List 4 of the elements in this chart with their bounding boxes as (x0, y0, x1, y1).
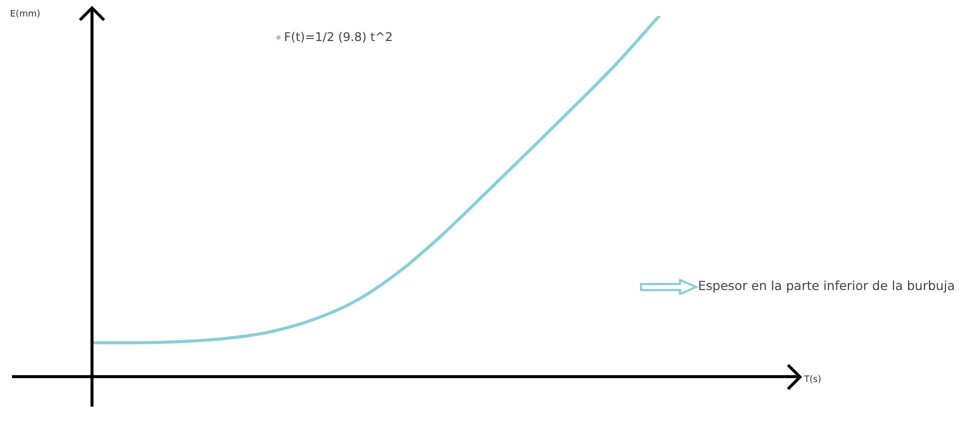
x-axis-title: T(s) (803, 374, 822, 385)
y-axis-title: E(mm) (10, 9, 40, 20)
annotation: Espesor en la parte inferior de la burbuja (698, 278, 955, 293)
annotation: F(t)=1/2 (9.8) t^2 (284, 30, 393, 44)
